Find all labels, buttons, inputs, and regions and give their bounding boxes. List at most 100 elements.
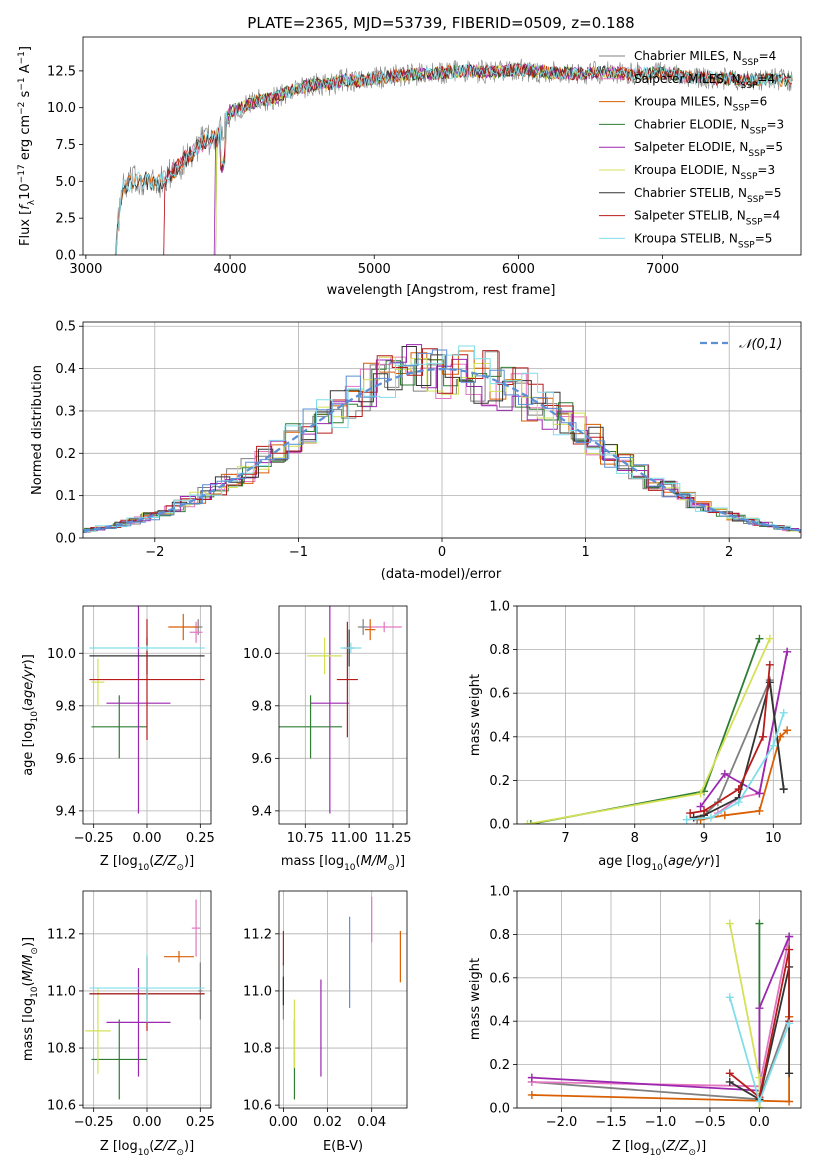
x-tick-label: 5000 [358, 262, 391, 277]
data-point [366, 621, 402, 633]
series-marker [783, 726, 792, 735]
chart-massweight-vs-Z: −2.0 −1.5 −1.0 −0.5 0.0 0.0 0.2 0.4 0.6 0.8 1.0 Z [… [468, 885, 802, 1158]
histogram-series [83, 345, 801, 532]
series-marker [758, 732, 767, 741]
axes-frame [82, 36, 802, 256]
series-marker [755, 919, 764, 928]
data-point [91, 1019, 147, 1100]
plot-area [83, 344, 801, 534]
y-tick-label: 0.4 [489, 730, 510, 745]
y-axis-label: mass weight [468, 674, 483, 756]
data-point [279, 695, 343, 759]
y-tick-label: 11.0 [47, 984, 76, 999]
plot-area [523, 634, 792, 824]
data-point [310, 606, 350, 814]
series-marker [734, 798, 743, 807]
chart-mass-vs-ebv: 0.00 0.02 0.04 10.6 10.8 11.0 11.2 E(B-V) [243, 890, 408, 1154]
x-axis-label: Z [log10(Z/Z⊙)] [100, 1139, 194, 1158]
series-marker [755, 1097, 764, 1106]
y-tick-label: 10.0 [243, 647, 272, 662]
x-tick-label: 0.00 [133, 831, 162, 846]
y-tick-label: 0.0 [55, 532, 76, 547]
y-tick-label: 9.4 [55, 804, 76, 819]
y-tick-label: 0.0 [55, 249, 76, 264]
x-tick-label: −0.5 [694, 1115, 726, 1130]
spectrum-line [115, 64, 793, 255]
data-point [336, 621, 358, 738]
spectrum-line [163, 63, 776, 255]
data-point [89, 619, 205, 740]
series-marker [725, 919, 734, 928]
y-tick-label: 11.2 [243, 927, 272, 942]
y-tick-label: 5.0 [55, 175, 76, 190]
series-marker [527, 1073, 536, 1082]
series-marker [689, 813, 698, 822]
data-point [164, 950, 194, 963]
x-axis-label: (data-model)/error [381, 567, 502, 582]
series-line [682, 708, 788, 824]
y-tick-label: 9.4 [251, 804, 272, 819]
data-point [191, 899, 201, 957]
legend-label: Kroupa STELIB, NSSP=5 [634, 231, 772, 250]
x-tick-label: −1.5 [595, 1115, 627, 1130]
series-marker [755, 1073, 764, 1082]
series-line [696, 726, 792, 824]
x-tick-label: 0.04 [357, 1115, 386, 1130]
spectrum-line [215, 62, 632, 255]
series-marker [779, 708, 788, 717]
series-path [531, 936, 790, 1092]
chart-title: PLATE=2365, MJD=53739, FIBERID=0509, z=0… [247, 14, 634, 32]
axes-frame [82, 890, 212, 1109]
y-axis-label: mass [log10(M/M⊙)] [21, 937, 40, 1061]
series-marker [755, 1004, 764, 1013]
series-marker [785, 945, 794, 954]
series-marker [725, 1069, 734, 1078]
axes-frame [278, 605, 408, 825]
legend: 𝒩(0,1) [700, 337, 782, 352]
y-tick-label: 11.0 [243, 984, 272, 999]
series-marker [682, 815, 691, 824]
y-tick-label: 12.5 [47, 64, 76, 79]
x-tick-label: 0.0 [749, 1115, 770, 1130]
data-point [91, 695, 147, 759]
x-tick-label: −0.25 [74, 1115, 114, 1130]
y-tick-label: 1.0 [489, 600, 510, 615]
x-tick-label: 1 [581, 545, 589, 560]
series-marker [765, 660, 774, 669]
y-tick-label: 9.8 [251, 699, 272, 714]
legend-label: Chabrier STELIB, NSSP=5 [634, 186, 782, 205]
y-tick-label: 10.0 [47, 101, 76, 116]
legend-label: Salpeter MILES, NSSP=4 [634, 72, 775, 91]
series-marker [725, 993, 734, 1002]
axes-frame [516, 890, 802, 1109]
legend-label: Chabrier ELODIE, NSSP=3 [634, 117, 784, 136]
y-axis-label: mass weight [468, 958, 483, 1040]
data-point [106, 606, 171, 814]
x-tick-label: 0.25 [186, 1115, 215, 1130]
plot-area [114, 58, 793, 255]
x-tick-label: 4000 [214, 262, 247, 277]
x-tick-label: 7000 [646, 262, 679, 277]
legend-label: Kroupa ELODIE, NSSP=3 [634, 163, 775, 182]
series-marker [755, 806, 764, 815]
series-marker [725, 1077, 734, 1086]
x-tick-label: 0.00 [269, 1115, 298, 1130]
series-marker [785, 1019, 794, 1028]
y-tick-label: 0.2 [489, 774, 510, 789]
data-point [189, 621, 203, 643]
y-tick-label: 0.6 [489, 971, 510, 986]
series-marker [785, 932, 794, 941]
series-path [699, 651, 788, 808]
series-marker [765, 634, 774, 643]
y-tick-label: 9.8 [55, 699, 76, 714]
x-tick-label: 10.75 [287, 831, 324, 846]
axes-frame [82, 605, 212, 825]
series-marker [765, 678, 774, 687]
y-tick-label: 2.5 [55, 212, 76, 227]
plot-area [527, 919, 794, 1108]
plot-area [282, 896, 401, 1100]
series-line [725, 993, 794, 1106]
chart-age-vs-Z: −0.25 0.00 0.25 9.4 9.6 9.8 10.0 Z [log10(Z/Z⊙)… [21, 605, 215, 873]
chart-residuals: −2 −1 0 1 2 0.0 0.1 0.2 0.3 0.4 0.5 𝒩(0,1) (data-mod… [30, 320, 802, 582]
y-tick-label: 0.1 [55, 489, 76, 504]
